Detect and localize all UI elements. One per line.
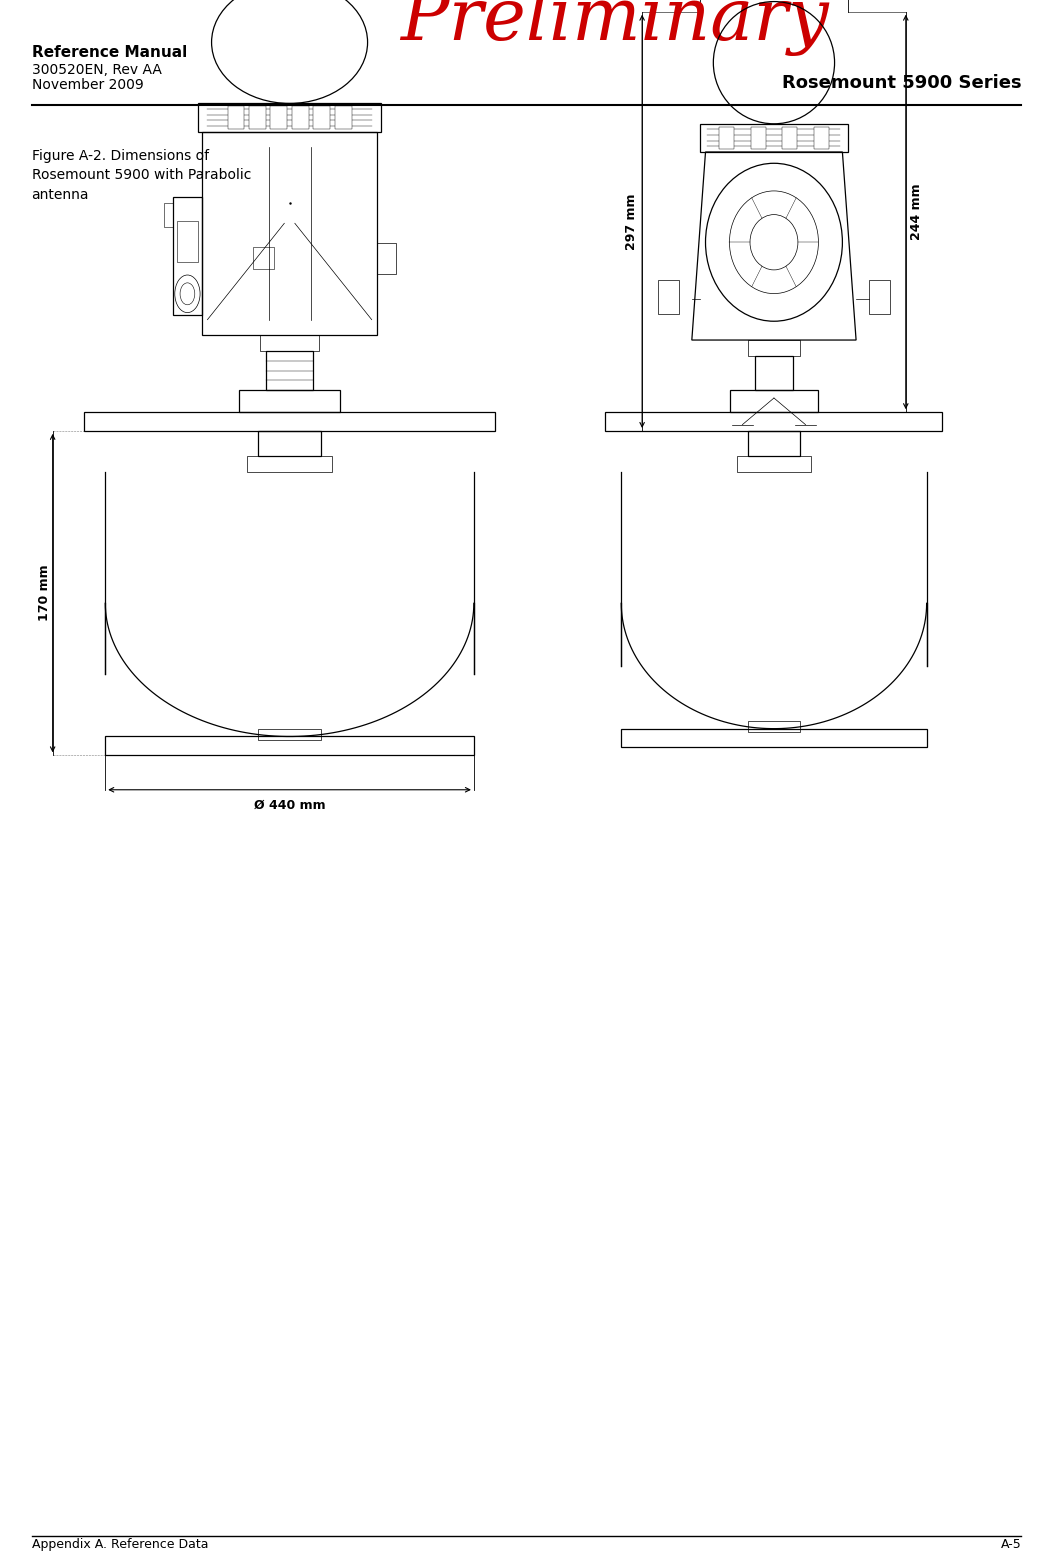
Bar [164,204,173,227]
Text: Preliminary: Preliminary [400,0,829,55]
Text: Appendix A. Reference Data: Appendix A. Reference Data [32,1539,208,1551]
Text: Figure A-2. Dimensions of
Rosemount 5900 with Parabolic
antenna: Figure A-2. Dimensions of Rosemount 5900… [32,149,251,202]
Bar [258,729,321,740]
Bar [173,197,202,315]
Bar [748,340,800,356]
Bar [730,390,818,412]
Text: 297 mm: 297 mm [625,193,638,249]
Bar [814,127,829,149]
Bar [377,243,396,274]
Bar [292,107,309,128]
Bar [605,412,942,431]
Bar [260,335,319,351]
Bar [198,103,381,132]
Bar [105,736,474,755]
Text: 170 mm: 170 mm [38,564,51,622]
Bar [227,107,244,128]
Text: November 2009: November 2009 [32,78,143,92]
Bar [751,127,766,149]
Bar [748,721,800,732]
Bar [719,127,734,149]
Bar [755,356,793,390]
Bar [271,107,287,128]
Text: Reference Manual: Reference Manual [32,44,186,60]
Bar [266,351,313,390]
Text: Ø 440 mm: Ø 440 mm [254,799,325,812]
Bar [621,729,927,747]
Bar [258,431,321,456]
Bar [869,280,890,315]
Bar [335,107,352,128]
Bar [247,456,332,472]
Text: 244 mm: 244 mm [910,183,922,240]
Bar [202,132,377,335]
Bar [314,107,331,128]
Bar [84,412,495,431]
Bar [239,390,340,412]
Bar [658,280,679,315]
Bar [748,431,800,456]
Bar [782,127,797,149]
Text: A-5: A-5 [1000,1539,1021,1551]
Bar [249,107,265,128]
Bar [177,221,198,262]
Text: 300520EN, Rev AA: 300520EN, Rev AA [32,63,161,77]
Text: Rosemount 5900 Series: Rosemount 5900 Series [781,75,1021,92]
Bar [700,124,848,152]
Bar [253,248,274,270]
Bar [737,456,811,472]
